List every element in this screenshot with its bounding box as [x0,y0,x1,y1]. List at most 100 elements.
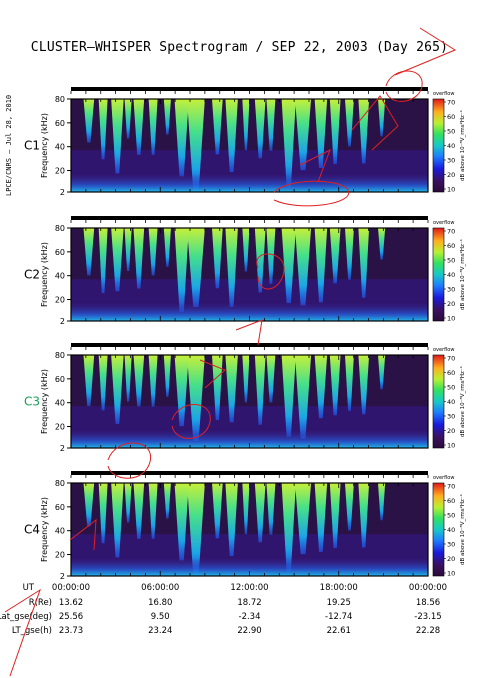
emission-burst [266,99,276,151]
red-annotation-scribble [256,253,285,290]
panel-label: C3 [24,395,40,409]
red-annotation-scribble [351,95,399,151]
ephemeris-value: 18.56 [416,598,440,608]
emission-burst [187,99,205,192]
colorbar-top-label: overflow [433,220,454,226]
y-tick-label: 40 [55,143,65,152]
emission-burst [242,355,250,403]
y-tick-label: 60 [55,119,65,128]
colorbar-tick-label: 20 [447,427,455,435]
panel-label: C2 [24,268,40,282]
emission-burst [174,228,189,312]
colorbar-tick-label: 40 [447,526,455,534]
ephemeris-value: 19.25 [327,598,351,608]
emission-burst [83,228,95,276]
emission-burst [295,355,312,439]
emission-burst [329,355,341,416]
emission-burst [187,228,205,308]
emission-burst [329,99,341,165]
emission-burst [281,228,296,304]
ephemeris-value: 22.28 [416,626,440,636]
emission-burst [358,483,370,548]
y-tick-label: 60 [55,375,65,384]
emission-burst [163,355,171,397]
ephemeris-row-label: Lat_gse(deg) [0,612,52,622]
y-tick-label: 20 [55,296,65,305]
emission-burst [111,228,124,292]
y-axis-label: Frequency (kHz) [40,113,49,178]
colorbar-label: dB above 10⁻⁸V_rms²Hz⁻¹ [459,366,466,437]
red-annotation-scribble [273,180,350,207]
emission-burst [242,228,250,272]
y-tick-label: 80 [55,95,65,104]
emission-burst [344,99,354,147]
emission-burst [225,228,238,308]
colorbar-tick-label: 50 [447,384,455,392]
y-tick-label: 20 [55,167,65,176]
emission-burst [163,228,171,267]
emission-burst [212,228,223,289]
colorbar-label: dB above 10⁻⁸V_rms²Hz⁻¹ [459,239,466,310]
emission-burst [212,99,223,155]
emission-burst [225,355,238,423]
emission-burst [225,483,238,557]
colorbar-tick-label: 60 [447,497,455,505]
ephemeris-value: 16.80 [148,598,172,608]
y-tick-label: 20 [55,423,65,432]
ephemeris-value: -12.74 [325,612,352,622]
emission-burst [378,99,386,137]
emission-burst [358,228,370,298]
emission-burst [344,483,354,531]
emission-burst [83,99,95,143]
y-axis-label: Frequency (kHz) [40,242,49,307]
telemetry-bar [71,87,428,91]
emission-burst [124,228,132,272]
spectrogram-panel-c3: 2 20 40 60 80 Frequency (kHz)C3 overflow 10 20 30… [24,343,466,453]
colorbar-tick-label: 50 [447,128,455,136]
colorbar-tick-label: 20 [447,555,455,563]
emission-burst [148,355,158,407]
colorbar-top-label: overflow [433,91,454,97]
emission-burst [314,228,328,303]
telemetry-bar [71,343,428,347]
emission-burst [98,355,108,411]
emission-burst [378,228,386,260]
emission-burst [254,483,266,543]
colorbar-tick-label: 10 [447,315,455,323]
y-tick-label: 2 [60,572,65,581]
ephemeris-value: 18.72 [237,598,261,608]
y-tick-label: 20 [55,551,65,560]
emission-burst [329,228,341,284]
colorbar [432,98,445,193]
emission-burst [98,228,108,294]
colorbar-tick-label: 10 [447,570,455,578]
emission-burst [242,483,250,535]
emission-burst [187,483,205,576]
emission-burst [98,483,108,544]
colorbar-tick-label: 40 [447,142,455,150]
colorbar-top-label: overflow [433,475,454,481]
emission-burst [148,228,158,276]
colorbar-label: dB above 10⁻⁸V_rms²Hz⁻¹ [459,494,466,565]
emission-burst [295,483,312,555]
panel-label: C4 [24,523,40,537]
spectrogram-panel-c2: 2 20 40 60 80 Frequency (kHz)C2 overflow 10 20 30… [24,216,466,326]
red-annotation-scribble [4,588,41,677]
ephemeris-value: -2.34 [239,612,261,622]
colorbar-tick-label: 30 [447,413,455,421]
emission-burst [225,99,238,173]
emission-burst [281,355,296,437]
y-tick-label: 80 [55,479,65,488]
colorbar [432,227,445,322]
emission-burst [148,483,158,539]
ephemeris-value: 22.61 [327,626,351,636]
colorbar-tick-label: 30 [447,541,455,549]
telemetry-bar [71,471,428,475]
emission-burst [314,483,328,552]
ephemeris-row-label: UT [23,583,35,593]
emission-burst [111,355,124,424]
emission-burst [187,355,205,442]
red-annotation-scribble [107,442,151,479]
red-annotation-scribble [385,70,423,102]
